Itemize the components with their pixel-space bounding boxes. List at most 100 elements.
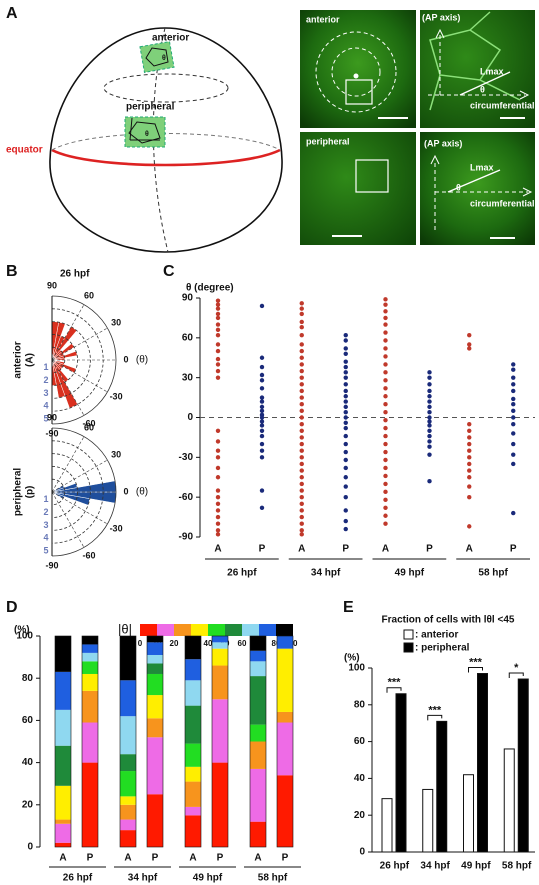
spoke	[51, 491, 85, 548]
point	[343, 394, 348, 399]
y-tick-label: -90	[179, 532, 194, 543]
panel-label: A	[6, 5, 18, 22]
point	[511, 362, 516, 367]
y-axis-label: (%)	[14, 625, 30, 636]
r-tick-label: 2	[43, 375, 48, 385]
point	[299, 325, 304, 330]
point	[259, 428, 265, 433]
y-tick-label: 40	[22, 757, 34, 768]
point	[427, 375, 432, 380]
bar-outline	[146, 635, 164, 848]
x-tick-label: 58 hpf	[502, 861, 532, 872]
point	[259, 505, 265, 510]
grid-ring	[51, 453, 91, 531]
point	[467, 484, 472, 489]
theta-label: (θ)	[136, 355, 148, 366]
group-label: 49 hpf	[193, 873, 223, 884]
x-tick-label: P	[282, 853, 289, 864]
x-tick-label: P	[426, 544, 433, 555]
bar-segment	[212, 762, 228, 847]
spoke	[51, 491, 108, 525]
point	[383, 513, 388, 518]
group-label: 49 hpf	[395, 568, 425, 579]
point	[467, 524, 472, 529]
point	[343, 415, 348, 420]
x-tick-label: A	[59, 853, 66, 864]
bar-segment	[120, 716, 136, 755]
point	[215, 348, 221, 354]
point	[215, 332, 221, 338]
bar-segment	[147, 636, 163, 643]
point	[343, 518, 348, 524]
legend-swatch	[242, 624, 259, 636]
point	[215, 311, 221, 317]
group-label: 34 hpf	[311, 568, 341, 579]
point	[299, 402, 304, 407]
bar-segment	[55, 823, 71, 843]
point	[343, 364, 348, 370]
significance-bracket	[427, 714, 443, 721]
legend-tick-label: 40	[204, 639, 213, 648]
point	[467, 468, 472, 473]
point	[259, 372, 265, 378]
point	[215, 475, 221, 480]
bar-segment	[55, 671, 71, 710]
point	[511, 452, 516, 457]
bar-segment	[212, 648, 228, 666]
y-tick-label: 30	[182, 372, 194, 383]
point	[427, 388, 432, 394]
point	[299, 306, 304, 311]
bar-segment	[55, 636, 71, 672]
micrograph-label: anterior	[306, 14, 340, 24]
significance-label: ***	[469, 656, 483, 668]
bar-segment	[185, 659, 201, 681]
point	[259, 378, 265, 383]
bar-segment	[185, 806, 201, 816]
grid-ring	[51, 478, 66, 506]
point	[383, 441, 388, 447]
bar-segment	[147, 654, 163, 664]
bar	[395, 693, 407, 853]
legend-tick-label: 80	[272, 639, 281, 648]
y-axis-label: (%)	[344, 653, 360, 664]
point	[383, 322, 388, 327]
bar-segment	[120, 680, 136, 717]
point	[299, 395, 304, 400]
point	[299, 435, 304, 440]
point	[511, 431, 516, 436]
point	[299, 514, 304, 520]
point	[511, 388, 516, 394]
micrograph-label: Lmax	[480, 66, 504, 76]
bar-segment	[277, 636, 293, 649]
bar-segment	[212, 665, 228, 700]
bar-segment	[55, 745, 71, 786]
point	[383, 409, 388, 415]
point	[343, 494, 348, 500]
point	[383, 481, 388, 487]
r-tick-label: 1	[43, 494, 48, 504]
y-tick-label: 0	[359, 847, 365, 858]
bar-segment	[55, 785, 71, 820]
grid-ring	[51, 321, 91, 399]
point	[259, 355, 265, 360]
point	[511, 396, 516, 402]
point	[259, 448, 265, 453]
point	[383, 354, 388, 359]
bar-segment	[250, 650, 266, 662]
point	[511, 510, 516, 516]
bar-segment	[82, 690, 98, 723]
theta-tick-label: -60	[82, 550, 95, 560]
spoke	[51, 359, 85, 416]
panel-label: E	[343, 599, 354, 616]
point	[343, 441, 348, 447]
point	[299, 468, 304, 473]
point	[343, 399, 348, 404]
bar-segment	[250, 768, 266, 822]
bar-segment	[82, 762, 98, 847]
bar-segment	[55, 709, 71, 746]
x-tick-label: P	[259, 544, 266, 555]
significance-bracket	[386, 687, 402, 693]
point	[299, 388, 304, 394]
bar-segment	[250, 661, 266, 677]
micrograph-label: circumferential	[470, 100, 535, 110]
